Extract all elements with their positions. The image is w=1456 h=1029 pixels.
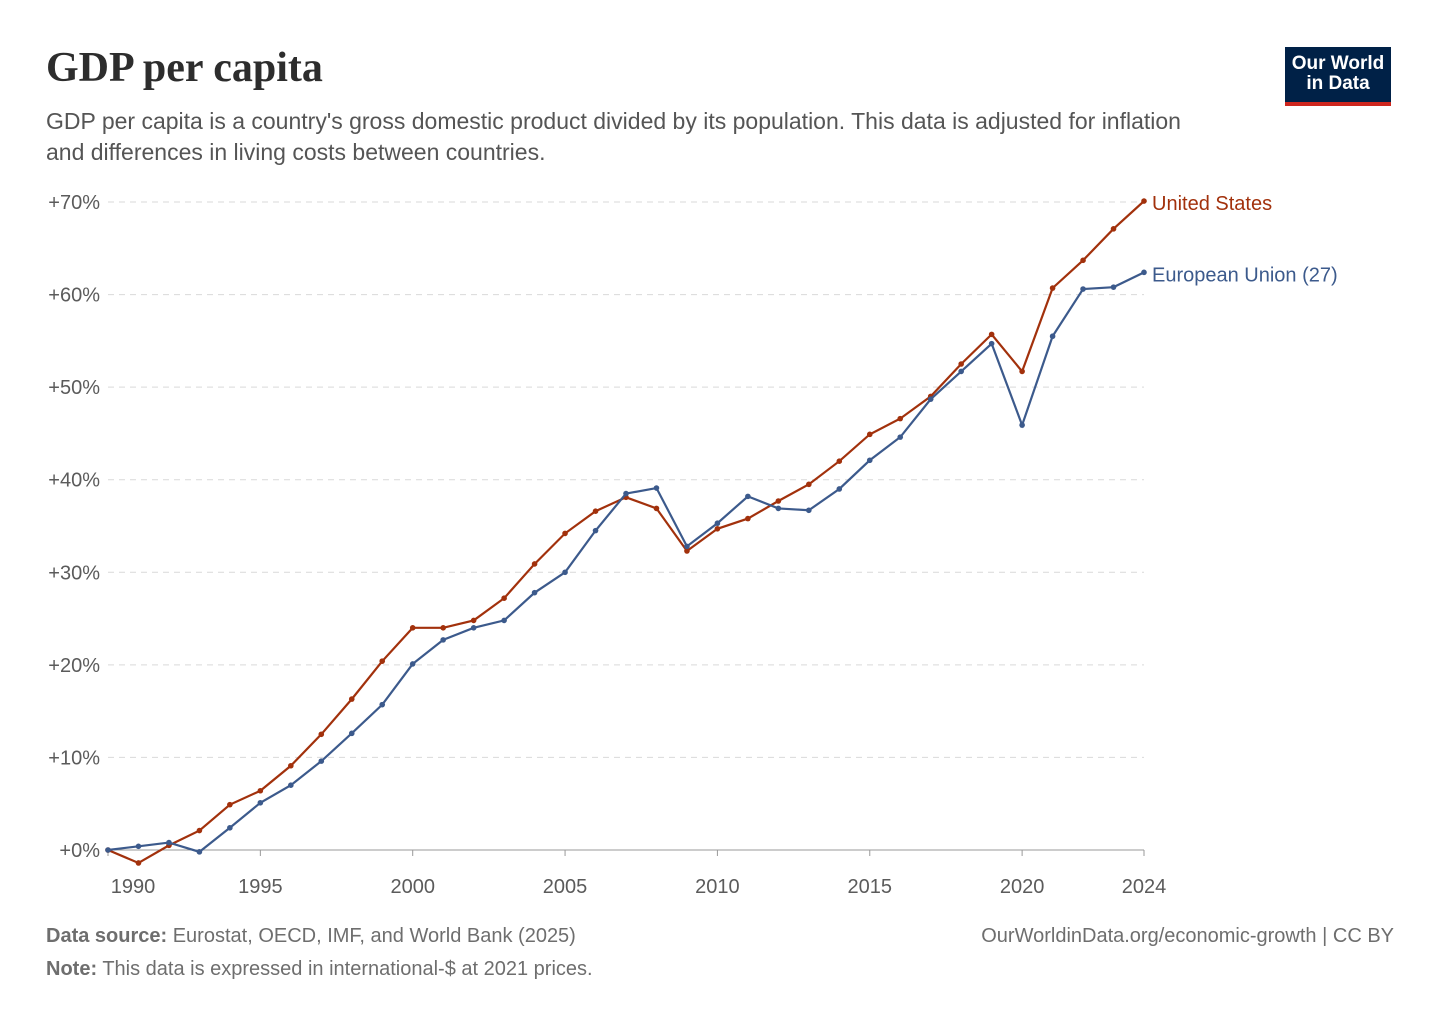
source-text[interactable]: Eurostat, OECD, IMF, and World Bank (202… <box>172 925 576 947</box>
data-point <box>318 758 325 764</box>
data-point <box>166 839 172 846</box>
source-label: Data source: <box>46 925 168 947</box>
data-point <box>531 561 538 567</box>
data-point <box>653 505 660 512</box>
note: Note: This data is expressed in internat… <box>46 958 593 981</box>
data-point <box>135 860 142 866</box>
data-point <box>257 787 264 794</box>
x-tick-label: 1990 <box>111 876 156 898</box>
series-label: European Union (27) <box>1152 264 1338 286</box>
data-point <box>836 486 843 492</box>
chart-title: GDP per capita <box>46 45 323 91</box>
license-link[interactable]: | CC BY <box>1322 925 1394 947</box>
note-text: This data is expressed in international-… <box>102 958 593 980</box>
data-point <box>1110 284 1117 290</box>
data-point <box>836 458 843 465</box>
data-source: Data source: Eurostat, OECD, IMF, and Wo… <box>46 925 576 948</box>
data-point <box>440 637 446 643</box>
data-point <box>1049 285 1056 291</box>
data-point <box>227 801 233 808</box>
data-point <box>623 490 629 497</box>
y-tick-label: +70% <box>48 192 100 214</box>
data-point <box>988 340 995 347</box>
data-point <box>592 508 599 514</box>
data-point <box>1110 226 1117 232</box>
data-point <box>714 520 721 527</box>
y-tick-label: +50% <box>48 377 100 399</box>
data-point <box>470 625 477 631</box>
data-point <box>1019 422 1025 428</box>
y-tick-label: +0% <box>59 840 100 862</box>
data-point <box>501 595 507 602</box>
data-point <box>592 527 599 534</box>
data-point <box>775 498 782 504</box>
data-point <box>105 847 111 853</box>
x-tick-label: 2020 <box>1000 876 1045 898</box>
note-label: Note: <box>46 958 98 980</box>
x-tick-label: 2015 <box>848 876 893 898</box>
data-point <box>227 824 233 831</box>
data-point <box>1080 286 1086 292</box>
data-point <box>257 799 264 806</box>
data-point <box>348 730 355 737</box>
x-tick-label: 2010 <box>695 876 740 898</box>
x-tick-label: 1995 <box>238 876 283 898</box>
data-point <box>806 507 812 514</box>
data-point <box>714 525 721 532</box>
data-point <box>927 396 934 402</box>
chart-subtitle: GDP per capita is a country's gross dome… <box>46 108 1181 165</box>
data-point <box>288 782 294 788</box>
data-point <box>1080 257 1086 264</box>
series-line-eu <box>107 271 1145 854</box>
data-point <box>958 361 964 367</box>
data-point <box>501 617 507 624</box>
data-point <box>1049 333 1056 340</box>
data-point <box>745 493 751 500</box>
data-point <box>745 515 751 522</box>
data-point <box>897 415 904 422</box>
data-point <box>288 762 294 769</box>
series-line-us <box>107 200 1145 865</box>
data-point <box>135 843 142 850</box>
data-point <box>440 625 446 631</box>
y-tick-label: +60% <box>48 285 100 307</box>
data-point <box>775 505 782 512</box>
data-point <box>1141 269 1147 276</box>
data-point <box>531 589 538 596</box>
data-point <box>866 457 873 464</box>
data-point <box>348 696 355 702</box>
y-tick-label: +30% <box>48 562 100 584</box>
data-point <box>1141 198 1147 204</box>
data-point <box>897 434 904 440</box>
data-point <box>806 481 812 488</box>
x-tick-label: 2024 <box>1122 876 1167 898</box>
data-point <box>653 485 660 491</box>
data-point <box>409 625 416 631</box>
data-point <box>958 368 964 375</box>
data-point <box>409 661 416 667</box>
data-point <box>318 731 325 738</box>
series-label: United States <box>1152 193 1272 215</box>
data-point <box>988 331 995 338</box>
source-url-link[interactable]: OurWorldinData.org/economic-growth <box>981 925 1317 947</box>
data-point <box>1019 368 1025 375</box>
owid-logo[interactable]: Our World in Data <box>1285 47 1391 106</box>
y-tick-label: +40% <box>48 470 100 492</box>
data-point <box>196 849 203 855</box>
data-point <box>470 617 477 624</box>
data-point <box>684 543 690 550</box>
footer-links: OurWorldinData.org/economic-growth | CC … <box>981 925 1394 948</box>
data-point <box>562 530 568 537</box>
data-point <box>562 569 568 576</box>
data-point <box>379 701 386 708</box>
x-tick-label: 2005 <box>543 876 588 898</box>
y-tick-label: +20% <box>48 655 100 677</box>
data-point <box>196 827 203 834</box>
x-tick-label: 2000 <box>390 876 435 898</box>
data-point <box>866 431 873 438</box>
data-point <box>379 658 386 664</box>
data-point <box>684 548 690 554</box>
y-tick-label: +10% <box>48 747 100 769</box>
